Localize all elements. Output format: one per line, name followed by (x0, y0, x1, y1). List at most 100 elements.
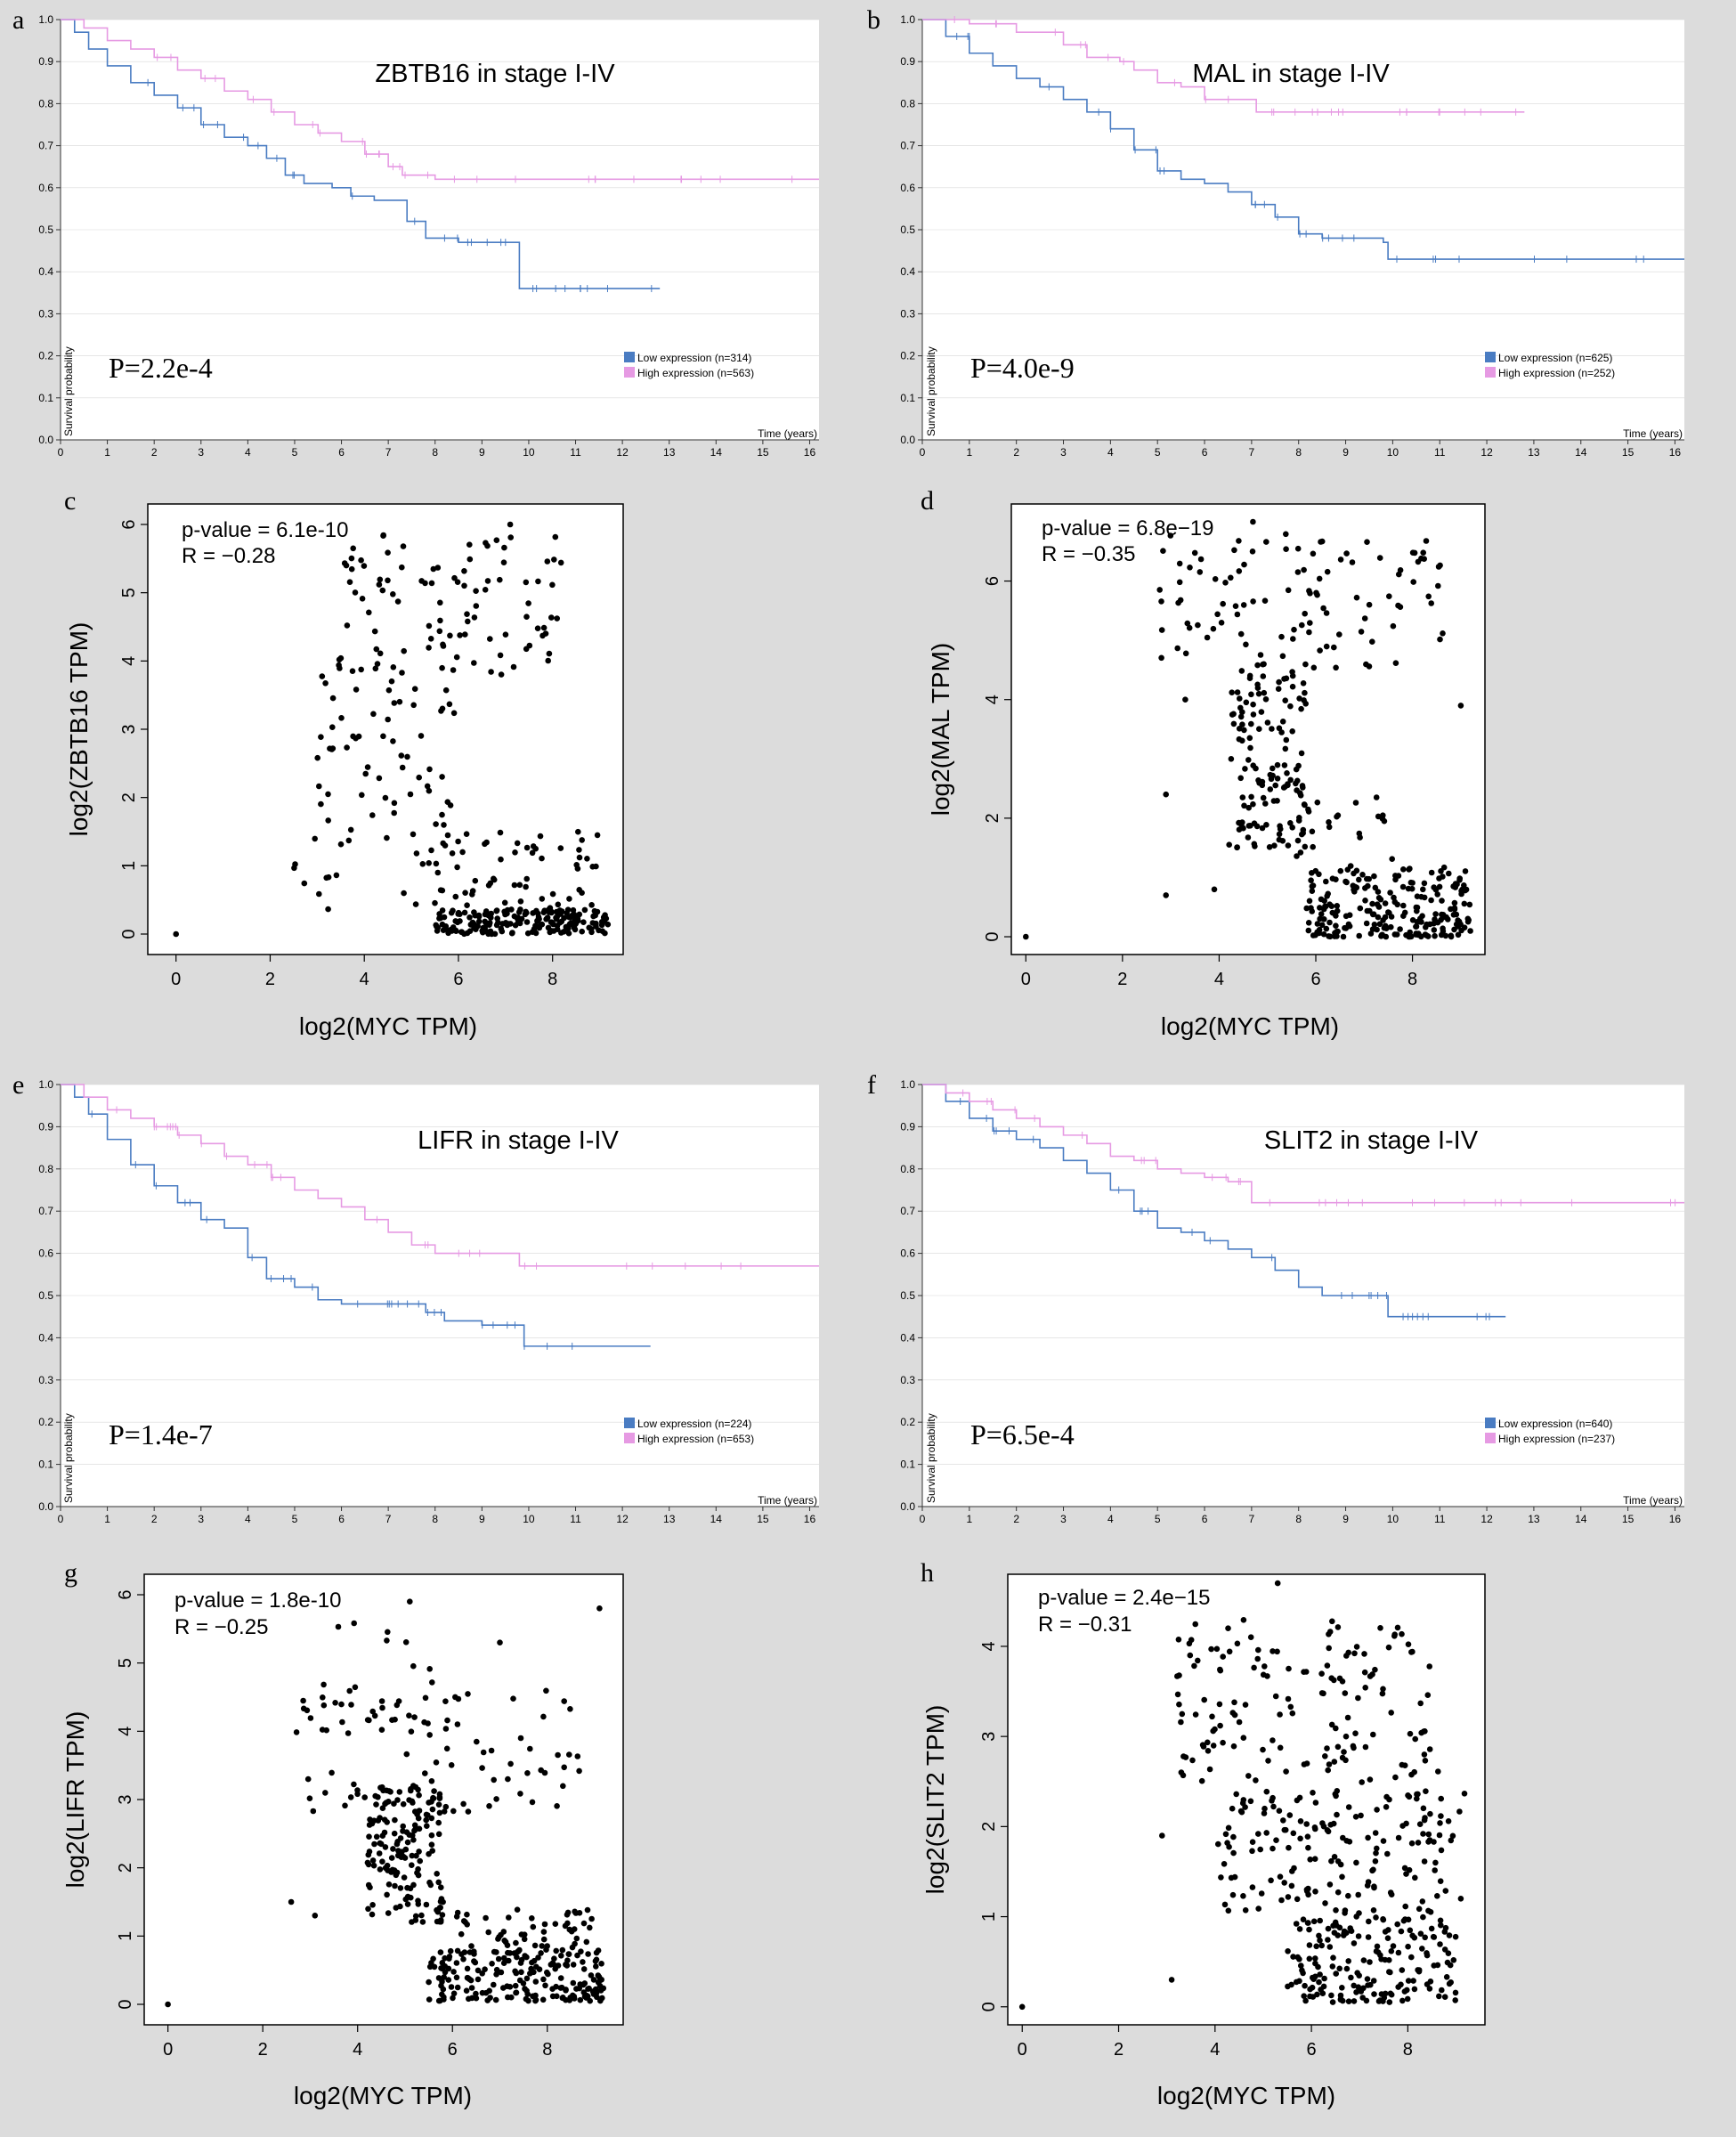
panel-d-scatter-point (1262, 800, 1269, 807)
panel-c-scatter-point (440, 643, 447, 649)
panel-g-scatter-point (523, 1995, 530, 2003)
panel-g-scatter-point (410, 1832, 416, 1839)
panel-f-x-tick-label-10: 10 (1387, 1513, 1399, 1525)
panel-g-scatter-point (572, 1908, 578, 1915)
panel-h-scatter-point (1410, 1978, 1416, 1984)
panel-c-scatter-point (462, 631, 468, 638)
panel-c-x-tick-label-1: 2 (265, 970, 275, 989)
panel-d-scatter-point (1294, 569, 1302, 575)
panel-b-x-tick-label-2: 2 (1013, 446, 1019, 459)
panel-h-scatter-point (1317, 1971, 1323, 1978)
panel-g-scatter-point (438, 1896, 445, 1902)
panel-g-scatter-point (429, 1679, 435, 1686)
panel-h-scatter-point (1344, 1714, 1351, 1721)
panel-h-scatter-point (1364, 1976, 1371, 1982)
panel-g-scatter-point (491, 1981, 497, 1988)
panel-d-scatter-point (1283, 531, 1289, 538)
panel-g-scatter-point (584, 1906, 591, 1914)
panel-d-scatter-point (1326, 824, 1333, 831)
panel-h-scatter-point (1225, 1625, 1231, 1631)
panel-g-scatter-point (431, 1963, 438, 1970)
panel-g-x-tick-label-3: 6 (448, 2040, 458, 2060)
panel-g-scatter-point (468, 1985, 475, 1991)
panel-h-x-tick-label-1: 2 (1114, 2040, 1124, 2060)
panel-d-scatter-point (1237, 695, 1243, 702)
panel-c-scatter-point (411, 686, 418, 692)
panel-d-scatter-point (1158, 627, 1165, 633)
panel-d-scatter-point (1347, 863, 1354, 869)
panel-c-scatter-point (319, 673, 326, 679)
panel-g-points (165, 1598, 607, 2008)
panel-a-legend-high-swatch (624, 367, 635, 378)
panel-d-scatter-point (1446, 870, 1452, 877)
panel-b-legend-high-swatch (1485, 367, 1496, 378)
panel-c-scatter-point (556, 919, 564, 926)
panel-c-scatter-point (508, 906, 515, 913)
panel-h-scatter-point (1418, 1729, 1424, 1736)
panel-h-scatter-point (1426, 1663, 1432, 1670)
panel-d-scatter-point (1234, 689, 1241, 695)
panel-g-scatter-point (475, 1967, 482, 1974)
panel-d-scatter-point (1267, 786, 1274, 792)
panel-d-scatter-point (1329, 875, 1336, 882)
panel-h-scatter-point (1405, 1943, 1411, 1950)
panel-d-scatter-point (1337, 867, 1344, 874)
panel-g-scatter-point (369, 1902, 376, 1908)
panel-g-scatter-point (529, 1959, 535, 1966)
panel-h-scatter-point (1188, 1637, 1195, 1643)
panel-h-scatter-point (1394, 1624, 1401, 1631)
panel-d-scatter-point (1283, 546, 1289, 552)
panel-c-r: R = −0.28 (182, 544, 275, 568)
panel-c-scatter-point (484, 929, 491, 935)
panel-h-points (1018, 1580, 1468, 2011)
panel-c-scatter-point (516, 882, 523, 889)
panel-h-scatter-point (1353, 1989, 1359, 1995)
panel-d-scatter-point (1239, 794, 1246, 800)
panel-h-scatter-point (1383, 1804, 1390, 1810)
panel-c-scatter-point (457, 632, 463, 638)
panel-c-scatter-point (344, 744, 350, 751)
panel-h-scatter-point (1273, 1837, 1279, 1843)
panel-d-y-tick-label-3: 6 (983, 576, 1002, 586)
panel-f-x-tick-label-1: 1 (966, 1513, 972, 1525)
panel-d-scatter-point (1156, 587, 1163, 593)
panel-c-scatter-point (333, 872, 340, 879)
panel-b-x-tick-label-1: 1 (966, 446, 972, 459)
panel-d-scatter-point (1392, 873, 1399, 879)
panel-h-scatter-point (1319, 1820, 1326, 1826)
panel-c-scatter-point (376, 775, 383, 782)
panel-d-scatter-point (1390, 622, 1397, 630)
panel-g-scatter-point (561, 1764, 567, 1771)
panel-d-scatter-point (1346, 912, 1353, 918)
panel-h-scatter-point (1355, 1694, 1361, 1702)
panel-a-x-tick-label-12: 12 (616, 446, 629, 459)
panel-h-scatter-point (1328, 1675, 1334, 1681)
panel-g-scatter-point (486, 1987, 492, 1995)
panel-g-scatter-point (300, 1705, 307, 1712)
panel-c-scatter-point (391, 700, 398, 706)
panel-d-scatter-point (1375, 889, 1382, 895)
panel-d-scatter-point (1409, 880, 1416, 886)
panel-c-scatter-point (545, 924, 552, 931)
panel-c-scatter-point (506, 921, 512, 927)
panel-c-scatter-point (489, 930, 495, 938)
panel-c-scatter-point (483, 540, 489, 546)
panel-h-scatter-point (1317, 1937, 1323, 1944)
panel-h-scatter-point (1313, 1943, 1319, 1950)
panel-g-scatter-point (450, 1995, 456, 2002)
panel-g-scatter-point (393, 1840, 401, 1848)
panel-g-scatter-point (434, 1918, 441, 1925)
panel-h-scatter-point (1261, 1805, 1268, 1812)
panel-h-y-tick-label-4: 4 (979, 1641, 999, 1651)
panel-d-scatter-point (1301, 566, 1307, 573)
panel-d-scatter-point (1176, 560, 1183, 567)
panel-c-scatter-point (549, 890, 556, 898)
panel-c-scatter-point (497, 576, 503, 583)
panel-d-scatter-point (1310, 550, 1317, 557)
panel-d-scatter-point (1296, 695, 1302, 702)
panel-h-scatter-point (1331, 1930, 1338, 1936)
panel-h-scatter-point (1450, 1957, 1457, 1963)
panel-h-scatter-point (1425, 1907, 1432, 1914)
panel-h-scatter-point (1398, 1981, 1404, 1988)
